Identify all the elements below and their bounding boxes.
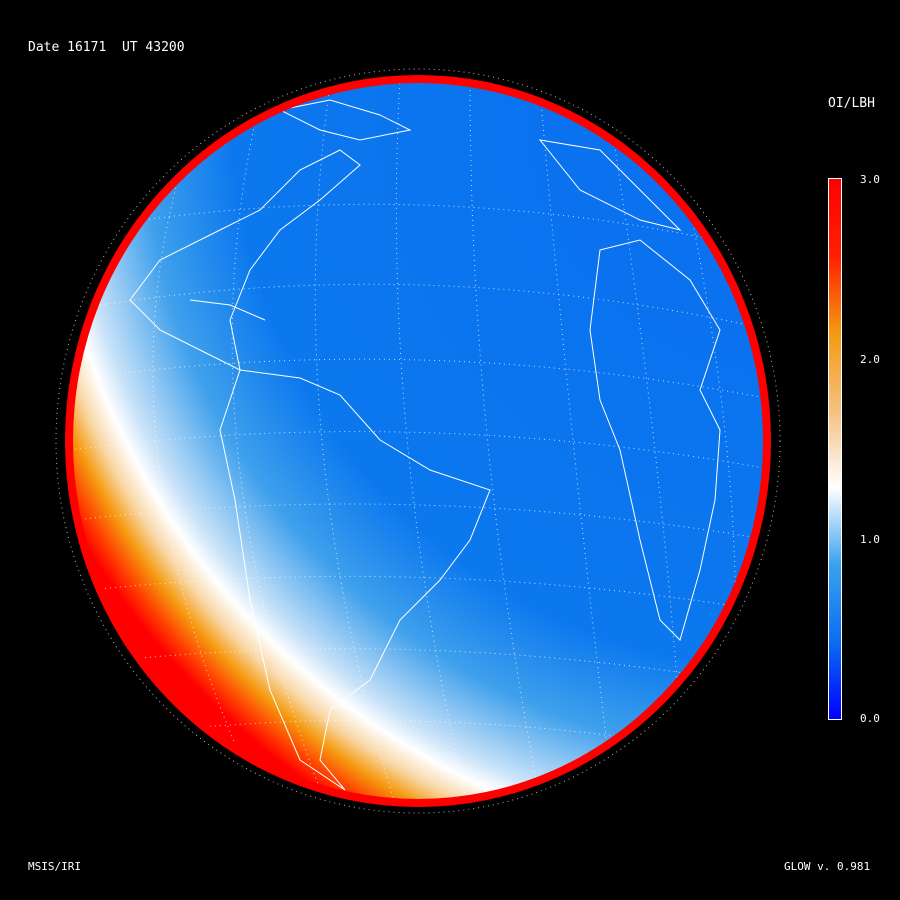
colorbar-title: OI/LBH [828, 96, 875, 111]
graticule [73, 83, 763, 799]
version-label: GLOW v. 0.981 [784, 860, 871, 873]
limb-dots [55, 68, 781, 814]
colorbar [828, 178, 842, 720]
colorbar-tick-label: 2.0 [860, 353, 880, 366]
model-label: MSIS/IRI [28, 860, 81, 873]
colorbar-tick-label: 0.0 [860, 712, 880, 725]
coastlines [129, 99, 721, 791]
date-label: Date 16171 UT 43200 [28, 40, 185, 55]
date-text: Date 16171 [28, 40, 107, 55]
emission-disk [73, 83, 763, 799]
ut-text: UT 43200 [121, 40, 185, 55]
colorbar-tick-label: 3.0 [860, 173, 880, 186]
colorbar-tick-label: 1.0 [860, 533, 880, 546]
